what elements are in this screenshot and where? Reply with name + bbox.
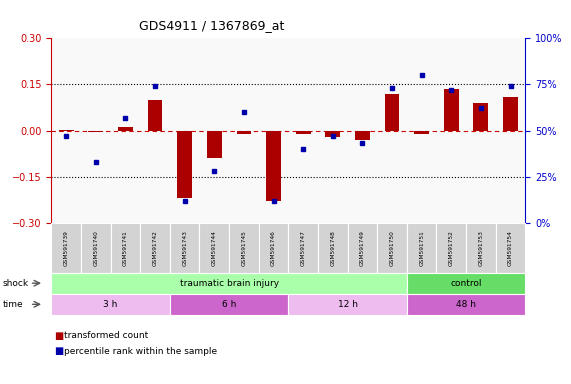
Text: GSM591751: GSM591751 — [419, 230, 424, 266]
Text: ■: ■ — [54, 346, 63, 356]
Text: GSM591743: GSM591743 — [182, 230, 187, 266]
Bar — [444, 89, 459, 131]
Bar — [148, 100, 163, 131]
Bar — [59, 130, 74, 131]
Text: control: control — [451, 279, 482, 288]
Bar — [296, 131, 311, 134]
Bar — [473, 103, 488, 131]
Bar — [385, 94, 400, 131]
Text: GSM591745: GSM591745 — [242, 230, 247, 266]
Bar — [414, 131, 429, 134]
Text: GSM591744: GSM591744 — [212, 230, 217, 266]
Bar — [89, 131, 103, 132]
Bar — [118, 127, 133, 131]
Bar — [266, 131, 281, 201]
Text: GSM591753: GSM591753 — [478, 230, 484, 266]
Text: ■: ■ — [54, 331, 63, 341]
Text: percentile rank within the sample: percentile rank within the sample — [64, 347, 217, 356]
Text: GSM591748: GSM591748 — [330, 230, 335, 266]
Text: shock: shock — [3, 279, 29, 288]
Text: GSM591746: GSM591746 — [271, 230, 276, 266]
Text: 6 h: 6 h — [222, 300, 236, 309]
Bar — [177, 131, 192, 198]
Text: GDS4911 / 1367869_at: GDS4911 / 1367869_at — [139, 19, 284, 32]
Text: 12 h: 12 h — [337, 300, 357, 309]
Text: 3 h: 3 h — [103, 300, 118, 309]
Text: GSM591741: GSM591741 — [123, 230, 128, 266]
Text: GSM591739: GSM591739 — [64, 230, 69, 266]
Text: GSM591749: GSM591749 — [360, 230, 365, 266]
Bar — [325, 131, 340, 137]
Bar — [236, 131, 251, 134]
Text: GSM591754: GSM591754 — [508, 230, 513, 266]
Text: transformed count: transformed count — [64, 331, 148, 341]
Bar — [503, 97, 518, 131]
Bar — [355, 131, 370, 140]
Text: GSM591752: GSM591752 — [449, 230, 454, 266]
Text: GSM591750: GSM591750 — [389, 230, 395, 266]
Text: GSM591747: GSM591747 — [301, 230, 305, 266]
Text: time: time — [3, 300, 23, 309]
Bar — [207, 131, 222, 158]
Text: 48 h: 48 h — [456, 300, 476, 309]
Text: GSM591742: GSM591742 — [152, 230, 158, 266]
Text: traumatic brain injury: traumatic brain injury — [179, 279, 279, 288]
Text: GSM591740: GSM591740 — [93, 230, 98, 266]
